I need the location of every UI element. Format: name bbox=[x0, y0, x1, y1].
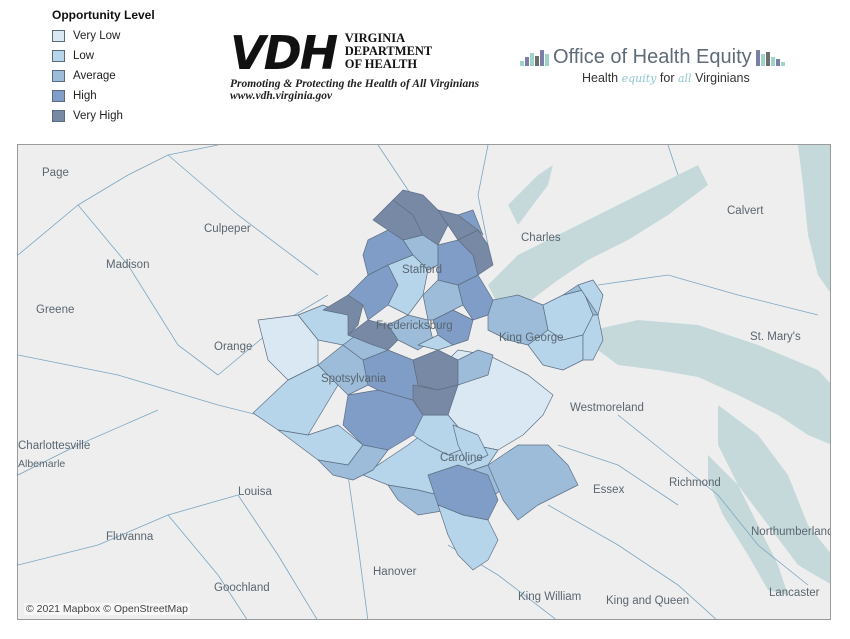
tract[interactable] bbox=[457, 349, 494, 386]
equalizer-bars-icon bbox=[520, 49, 549, 66]
place-label: Greene bbox=[36, 304, 75, 316]
legend-item-average[interactable]: Average bbox=[52, 66, 155, 86]
vdh-department-name: VIRGINIA DEPARTMENT OF HEALTH bbox=[345, 32, 433, 71]
vdh-dept-line: DEPARTMENT bbox=[344, 44, 433, 58]
tract[interactable] bbox=[577, 279, 604, 316]
legend-swatch bbox=[52, 110, 65, 122]
place-label: Charlottesville bbox=[18, 440, 91, 452]
legend-label: Low bbox=[73, 50, 95, 62]
ohe-tagline: Health equity for all Virginians bbox=[582, 71, 820, 85]
legend-swatch bbox=[52, 90, 65, 102]
map-attribution[interactable]: © 2021 Mapbox © OpenStreetMap bbox=[24, 603, 190, 615]
tract[interactable] bbox=[437, 209, 479, 241]
place-label: Westmoreland bbox=[570, 402, 644, 414]
tract[interactable] bbox=[487, 444, 579, 521]
place-label: Northumberland bbox=[751, 526, 831, 538]
map-canvas[interactable] bbox=[18, 145, 831, 620]
place-label: King and Queen bbox=[606, 595, 690, 607]
place-label: King William bbox=[518, 591, 582, 603]
ohe-tag-word: for bbox=[659, 71, 675, 85]
legend-label: Average bbox=[73, 70, 116, 82]
tract[interactable] bbox=[457, 209, 484, 236]
place-label: Hanover bbox=[373, 566, 417, 578]
ohe-tag-script: all bbox=[677, 72, 692, 85]
ohe-tag-script: equity bbox=[621, 72, 657, 85]
water-bodies bbox=[488, 145, 830, 595]
place-label: Fredericksburg bbox=[376, 320, 453, 332]
legend-item-high[interactable]: High bbox=[52, 86, 155, 106]
legend-label: High bbox=[73, 90, 97, 102]
ohe-tag-word: Health bbox=[582, 71, 619, 85]
place-label: Orange bbox=[214, 341, 253, 353]
place-label: Charles bbox=[521, 232, 561, 244]
tract[interactable] bbox=[412, 384, 459, 416]
vdh-logo: VDH bbox=[230, 26, 338, 80]
place-label: Richmond bbox=[669, 477, 721, 489]
legend-item-low[interactable]: Low bbox=[52, 46, 155, 66]
boundary-lines bbox=[18, 145, 819, 619]
place-label: Caroline bbox=[440, 452, 483, 464]
equalizer-bars-icon bbox=[755, 49, 785, 66]
legend-item-very-high[interactable]: Very High bbox=[52, 106, 155, 126]
legend-title: Opportunity Level bbox=[52, 8, 155, 22]
tract[interactable] bbox=[257, 314, 319, 381]
place-label: Page bbox=[42, 167, 69, 179]
legend-label: Very High bbox=[73, 110, 123, 122]
legend-swatch bbox=[52, 70, 65, 82]
tract[interactable] bbox=[582, 314, 604, 361]
tract[interactable] bbox=[412, 349, 459, 391]
vdh-dept-line: VIRGINIA bbox=[344, 31, 406, 45]
place-label: Louisa bbox=[238, 486, 272, 498]
tract[interactable] bbox=[317, 444, 389, 481]
vdh-tagline: Promoting & Protecting the Health of All… bbox=[230, 78, 480, 90]
vdh-dept-line: OF HEALTH bbox=[344, 57, 418, 71]
place-label: Madison bbox=[106, 259, 150, 271]
place-label: Albemarle bbox=[18, 458, 66, 470]
place-label: Stafford bbox=[402, 264, 443, 276]
opportunity-tracts[interactable] bbox=[252, 189, 604, 571]
choropleth-map[interactable]: Page Culpeper Madison Greene Orange Char… bbox=[17, 144, 831, 620]
tract[interactable] bbox=[452, 424, 489, 466]
ohe-tag-word: Virginians bbox=[695, 71, 750, 85]
legend-swatch bbox=[52, 30, 65, 42]
legend: Opportunity Level Very Low Low Average H… bbox=[52, 8, 155, 126]
tract[interactable] bbox=[437, 504, 499, 571]
place-label: Fluvanna bbox=[106, 531, 154, 543]
place-label: Essex bbox=[593, 484, 625, 496]
place-label: Spotsylvania bbox=[321, 373, 387, 385]
ohe-logo-block: Office of Health Equity Health equity fo… bbox=[520, 46, 820, 85]
vdh-url: www.vdh.virginia.gov bbox=[230, 90, 333, 102]
legend-item-very-low[interactable]: Very Low bbox=[52, 26, 155, 46]
place-label: Calvert bbox=[727, 205, 764, 217]
place-label: St. Mary's bbox=[750, 331, 801, 343]
ohe-title: Office of Health Equity bbox=[553, 46, 752, 68]
place-label: Goochland bbox=[214, 582, 270, 594]
place-label: Culpeper bbox=[204, 223, 251, 235]
legend-label: Very Low bbox=[73, 30, 121, 42]
place-label: King George bbox=[499, 332, 564, 344]
legend-swatch bbox=[52, 50, 65, 62]
place-label: Lancaster bbox=[769, 587, 820, 599]
vdh-logo-block: VDH VIRGINIA DEPARTMENT OF HEALTH Promot… bbox=[230, 30, 500, 102]
